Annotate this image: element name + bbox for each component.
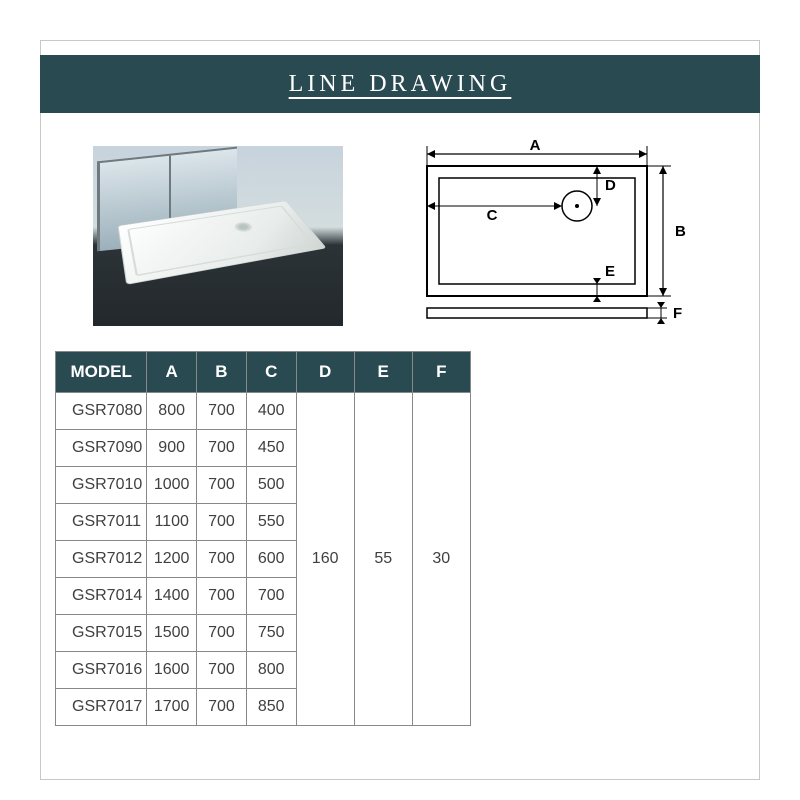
cell-model: GSR7080	[56, 393, 147, 430]
cell-c: 850	[246, 689, 296, 726]
cell-b: 700	[197, 652, 247, 689]
col-header-e: E	[354, 352, 412, 393]
col-header-b: B	[197, 352, 247, 393]
dim-label-c: C	[487, 207, 498, 224]
spec-table: MODELABCDEF GSR70808007004001605530GSR70…	[55, 351, 471, 726]
cell-c: 400	[246, 393, 296, 430]
product-photo	[93, 146, 343, 326]
cell-f-merged: 30	[412, 393, 470, 726]
cell-c: 750	[246, 615, 296, 652]
cell-a: 1200	[147, 541, 197, 578]
page-frame: LINE DRAWING	[40, 40, 760, 780]
cell-model: GSR7010	[56, 467, 147, 504]
col-header-d: D	[296, 352, 354, 393]
dim-label-f: F	[673, 305, 682, 322]
cell-a: 1500	[147, 615, 197, 652]
cell-b: 700	[197, 393, 247, 430]
dim-label-e: E	[605, 263, 615, 280]
dim-label-a: A	[530, 137, 541, 154]
cell-a: 1400	[147, 578, 197, 615]
cell-model: GSR7015	[56, 615, 147, 652]
cell-model: GSR7011	[56, 504, 147, 541]
cell-a: 900	[147, 430, 197, 467]
cell-c: 550	[246, 504, 296, 541]
cell-a: 800	[147, 393, 197, 430]
col-header-model: MODEL	[56, 352, 147, 393]
figures-row: A B C D	[41, 131, 759, 341]
cell-d-merged: 160	[296, 393, 354, 726]
cell-c: 500	[246, 467, 296, 504]
cell-b: 700	[197, 467, 247, 504]
cell-c: 600	[246, 541, 296, 578]
cell-a: 1100	[147, 504, 197, 541]
cell-model: GSR7017	[56, 689, 147, 726]
cell-model: GSR7012	[56, 541, 147, 578]
cell-b: 700	[197, 430, 247, 467]
dim-label-b: B	[675, 223, 686, 240]
cell-b: 700	[197, 578, 247, 615]
cell-a: 1000	[147, 467, 197, 504]
table-row: GSR70808007004001605530	[56, 393, 471, 430]
cell-b: 700	[197, 541, 247, 578]
cell-e-merged: 55	[354, 393, 412, 726]
cell-model: GSR7014	[56, 578, 147, 615]
col-header-c: C	[246, 352, 296, 393]
dim-label-d: D	[605, 177, 616, 194]
cell-b: 700	[197, 689, 247, 726]
cell-b: 700	[197, 504, 247, 541]
cell-b: 700	[197, 615, 247, 652]
cell-a: 1600	[147, 652, 197, 689]
cell-model: GSR7016	[56, 652, 147, 689]
cell-c: 450	[246, 430, 296, 467]
cell-a: 1700	[147, 689, 197, 726]
page-title: LINE DRAWING	[289, 71, 512, 98]
title-bar: LINE DRAWING	[40, 55, 760, 113]
col-header-a: A	[147, 352, 197, 393]
line-drawing-diagram: A B C D	[387, 136, 707, 336]
col-header-f: F	[412, 352, 470, 393]
cell-model: GSR7090	[56, 430, 147, 467]
cell-c: 700	[246, 578, 296, 615]
cell-c: 800	[246, 652, 296, 689]
photo-drain-icon	[232, 221, 254, 233]
